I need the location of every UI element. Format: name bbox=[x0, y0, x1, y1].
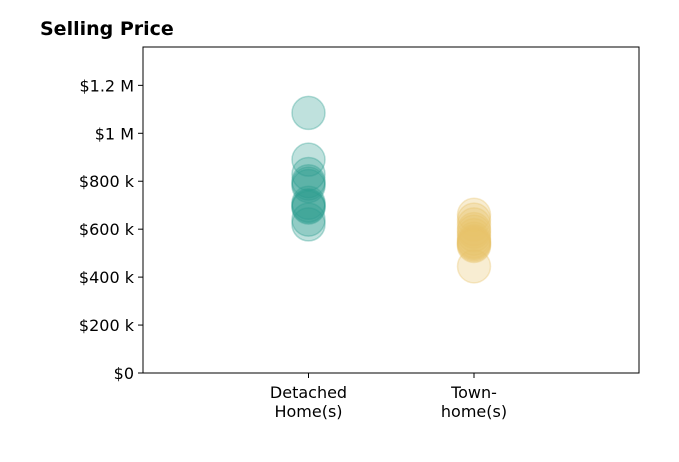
townhome-point bbox=[456, 223, 492, 259]
townhome-point bbox=[456, 202, 492, 237]
x-tick-label: home(s) bbox=[441, 402, 507, 421]
townhome-point bbox=[456, 228, 492, 264]
townhome-point bbox=[456, 225, 492, 260]
x-tick-label: Town- bbox=[450, 383, 497, 402]
detached-home-point bbox=[291, 163, 326, 199]
y-tick-label: $200 k bbox=[79, 316, 135, 335]
detached-home-point bbox=[291, 189, 326, 224]
townhome-point bbox=[456, 217, 492, 253]
y-tick-label: $1 M bbox=[95, 124, 134, 143]
x-tick-label: Detached bbox=[270, 383, 347, 402]
plot-frame bbox=[142, 46, 640, 374]
detached-home-point bbox=[291, 156, 326, 192]
detached-home-point bbox=[291, 187, 326, 223]
y-tick-label: $600 k bbox=[79, 220, 135, 239]
data-points bbox=[291, 95, 492, 284]
detached-home-point bbox=[291, 190, 326, 225]
y-tick-label: $800 k bbox=[79, 172, 135, 191]
townhome-point bbox=[456, 227, 492, 263]
townhome-point bbox=[456, 214, 492, 249]
y-axis: $0 $200 k $400 k $600 k $800 k $1 M $1.2 M bbox=[79, 76, 143, 383]
townhome-point bbox=[456, 249, 492, 284]
y-tick-label: $1.2 M bbox=[79, 76, 134, 95]
detached-home-point bbox=[291, 95, 326, 131]
townhome-point bbox=[456, 221, 492, 257]
chart-title: Selling Price bbox=[40, 18, 174, 40]
detached-home-point bbox=[291, 142, 326, 177]
y-tick-label: $0 bbox=[114, 364, 134, 383]
detached-home-point bbox=[291, 207, 326, 242]
townhome-point bbox=[456, 207, 492, 242]
x-tick-label: Home(s) bbox=[274, 402, 342, 421]
townhome-point bbox=[456, 211, 492, 247]
detached-home-point bbox=[291, 185, 326, 221]
townhome-point bbox=[456, 197, 492, 233]
detached-home-point bbox=[291, 202, 326, 237]
detached-home-point bbox=[291, 166, 326, 201]
townhome-point bbox=[456, 226, 492, 261]
detached-home-point bbox=[291, 168, 326, 204]
y-tick-label: $400 k bbox=[79, 268, 135, 287]
